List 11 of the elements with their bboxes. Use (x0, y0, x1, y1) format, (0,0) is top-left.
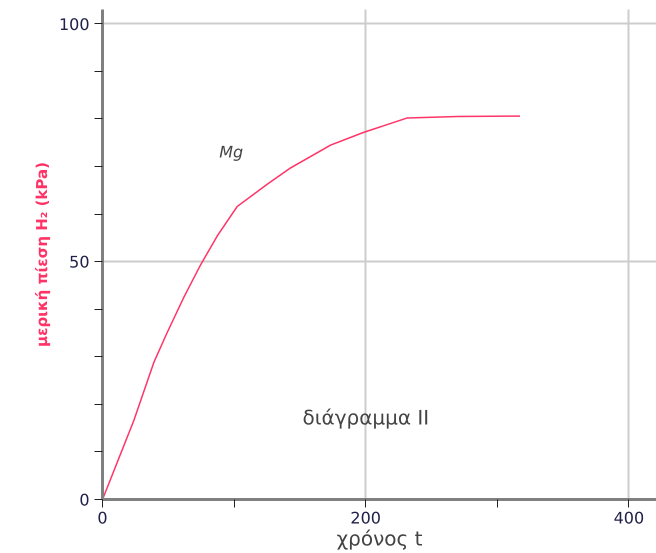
y-tick-label: 100 (58, 14, 90, 34)
x-tick-label: 0 (97, 508, 108, 528)
text: Mg (219, 142, 244, 162)
y-tick-label: 50 (69, 252, 90, 272)
line-series (102, 115, 521, 500)
x-axis-title: χρόνος t (336, 526, 423, 550)
x-tick-label: 400 (614, 508, 644, 528)
y-tick-label: 0 (79, 490, 90, 510)
y-axis-title: μερική πίεση H₂ (kPa) (32, 162, 51, 347)
x-tick-label: 200 (350, 508, 381, 528)
annotation: διάγραμμα II (302, 406, 430, 430)
